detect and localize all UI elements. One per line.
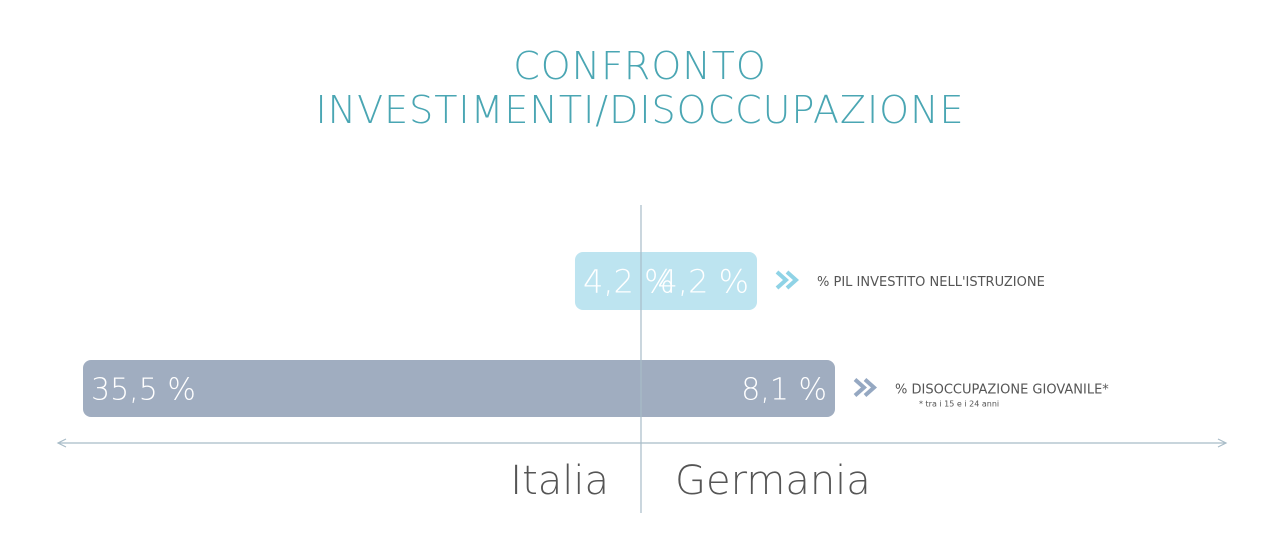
title-line-2: INVESTIMENTI/DISOCCUPAZIONE (315, 88, 965, 132)
bar-label-germania: 4,2 % (658, 263, 749, 301)
country-label-italia: Italia (510, 458, 609, 504)
country-label-germania: Germania (675, 458, 871, 504)
bar-label-germania: 8,1 % (741, 372, 827, 407)
axis-arrow-right-icon (1217, 438, 1228, 448)
chart-title: CONFRONTO INVESTIMENTI/DISOCCUPAZIONE (0, 44, 1280, 132)
legend-entry: % DISOCCUPAZIONE GIOVANILE* (895, 383, 1109, 398)
legend-entry: % PIL INVESTITO NELL'ISTRUZIONE (817, 275, 1045, 290)
title-line-1: CONFRONTO (513, 44, 767, 88)
bar-label-italia: 35,5 % (91, 372, 196, 407)
bar-disoccupazione (83, 360, 835, 417)
bar-investimenti (574, 252, 757, 310)
double-chevron-icon (853, 378, 878, 397)
double-chevron-icon (775, 270, 800, 290)
legend-note: * tra i 15 e i 24 anni (919, 400, 999, 409)
axis-arrow-left-icon (56, 438, 67, 448)
bar-label-italia: 4,2 % (583, 263, 674, 301)
